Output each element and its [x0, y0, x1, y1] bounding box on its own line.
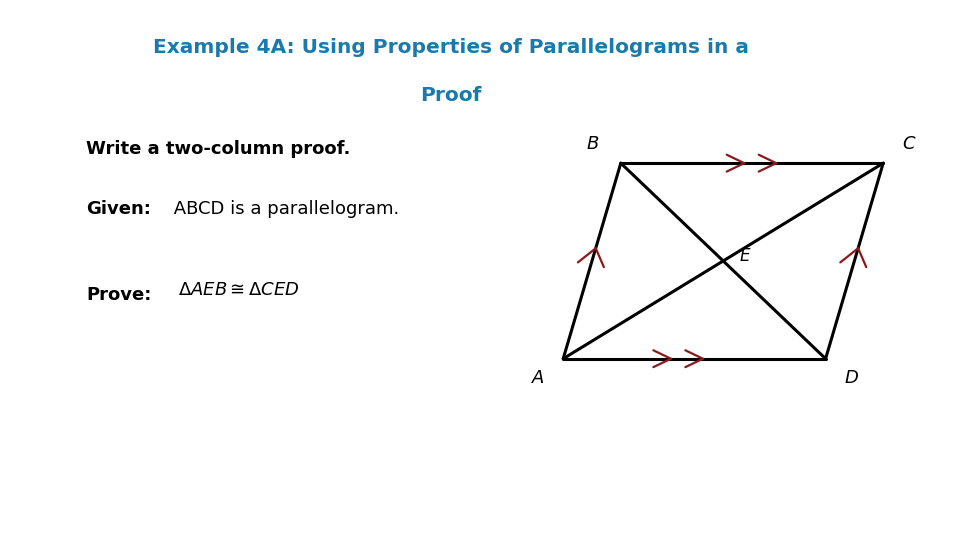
Text: Proof: Proof	[420, 86, 482, 105]
Text: B: B	[586, 135, 598, 153]
Text: Write a two-column proof.: Write a two-column proof.	[86, 140, 350, 158]
Text: E: E	[739, 247, 750, 265]
Text: ABCD is a parallelogram.: ABCD is a parallelogram.	[168, 200, 399, 218]
Text: C: C	[902, 135, 915, 153]
Text: $\Delta AEB \cong \Delta CED$: $\Delta AEB \cong \Delta CED$	[178, 281, 300, 299]
Text: Given:: Given:	[86, 200, 152, 218]
Text: D: D	[845, 369, 858, 387]
Text: A: A	[532, 369, 544, 387]
Text: Prove:: Prove:	[86, 286, 152, 304]
Text: Example 4A: Using Properties of Parallelograms in a: Example 4A: Using Properties of Parallel…	[154, 38, 749, 57]
